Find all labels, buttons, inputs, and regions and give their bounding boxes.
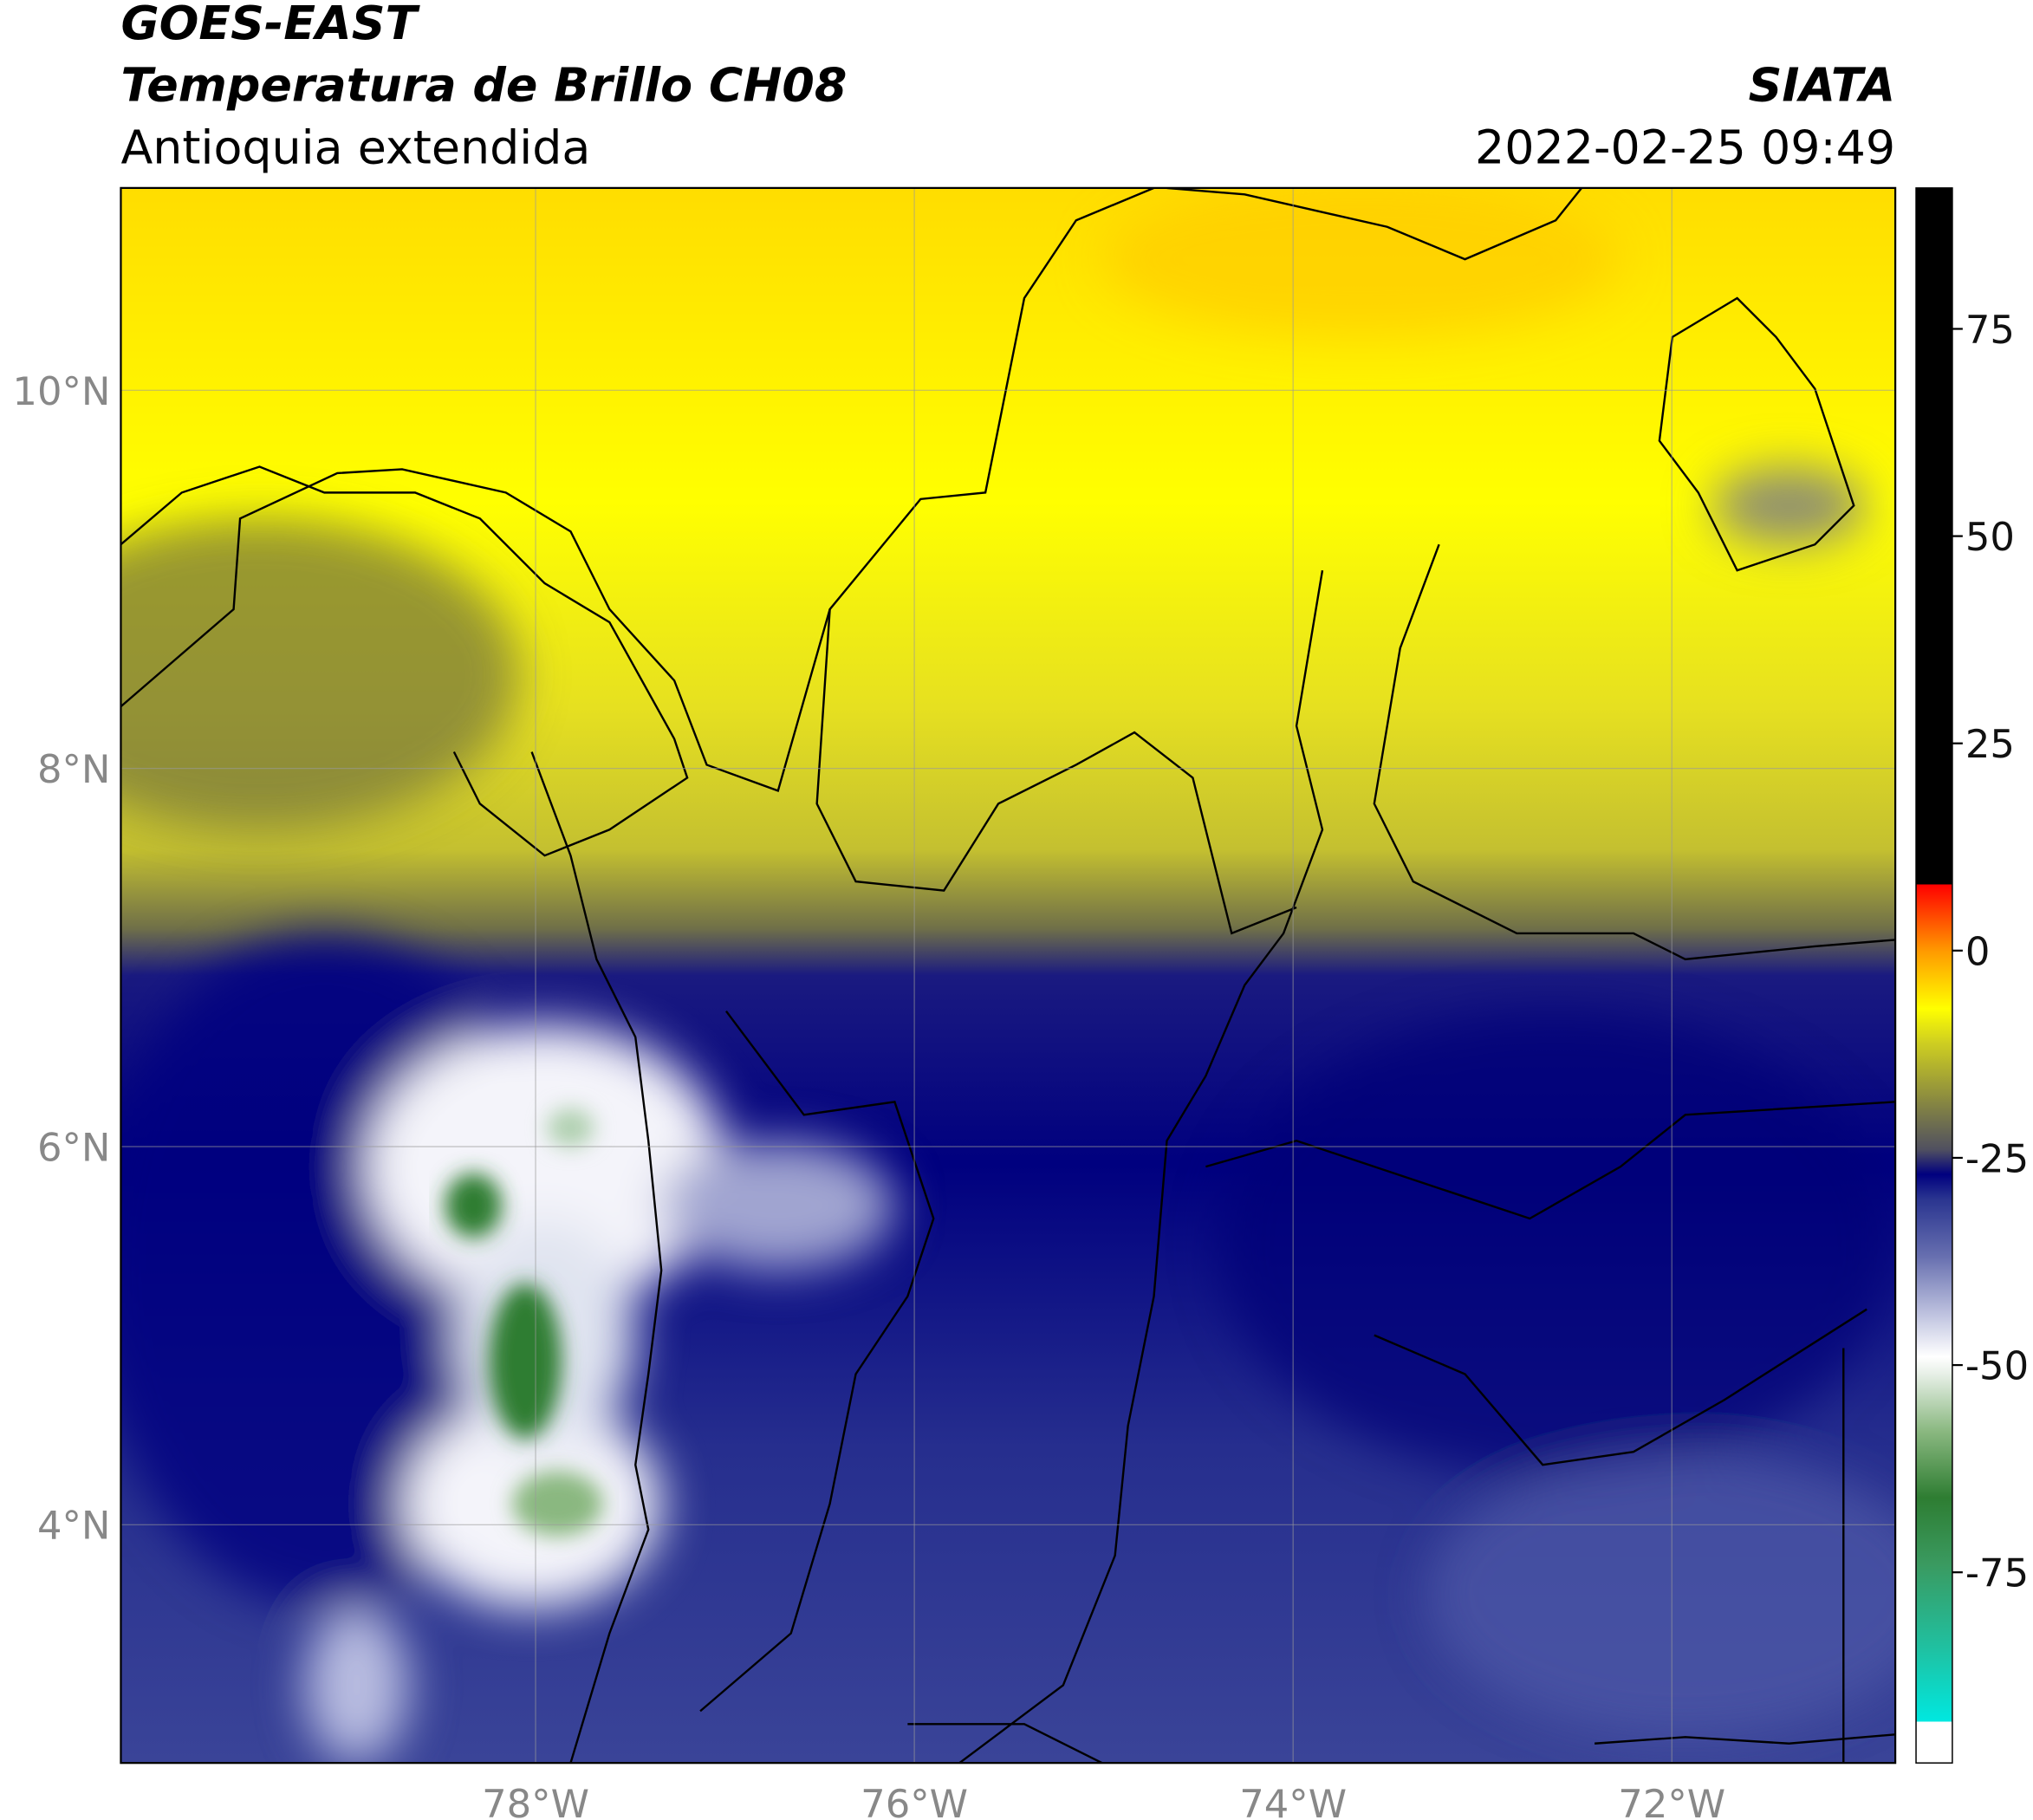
subtitle: Temperatura de Brillo CH08 (120, 58, 847, 113)
colorbar-tick-label: 50 (1965, 514, 2015, 560)
region: Antioquia extendida (120, 120, 590, 174)
datetime: 2022-02-25 09:49 (1475, 120, 1895, 174)
y-tick-label: 4°N (37, 1503, 111, 1549)
x-tick-label: 74°W (1239, 1781, 1347, 1820)
y-tick-label: 8°N (37, 746, 111, 792)
y-tick-label: 10°N (12, 368, 110, 414)
colorbar: 75 50 25 0 -25 -50 -75 (1915, 187, 2029, 1764)
colorbar-tick-label: 75 (1965, 307, 2015, 353)
x-tick-label: 72°W (1618, 1781, 1725, 1820)
x-tick-label: 76°W (861, 1781, 968, 1820)
map-frame (120, 186, 1897, 1765)
colorbar-fill (1915, 187, 1953, 1764)
satellite-image (120, 187, 1896, 1764)
colorbar-tick-label: 0 (1965, 928, 1991, 974)
source: SIATA (1749, 58, 1896, 113)
title: GOES-EAST (120, 0, 420, 50)
grid (120, 187, 1896, 1764)
x-tick-label: 78°W (482, 1781, 589, 1820)
colorbar-tick-label: -25 (1965, 1135, 2029, 1181)
colorbar-tick-label: 25 (1965, 721, 2015, 767)
colorbar-tick-label: -50 (1965, 1343, 2029, 1389)
y-tick-label: 6°N (37, 1124, 111, 1170)
colorbar-tick-label: -75 (1965, 1550, 2029, 1596)
